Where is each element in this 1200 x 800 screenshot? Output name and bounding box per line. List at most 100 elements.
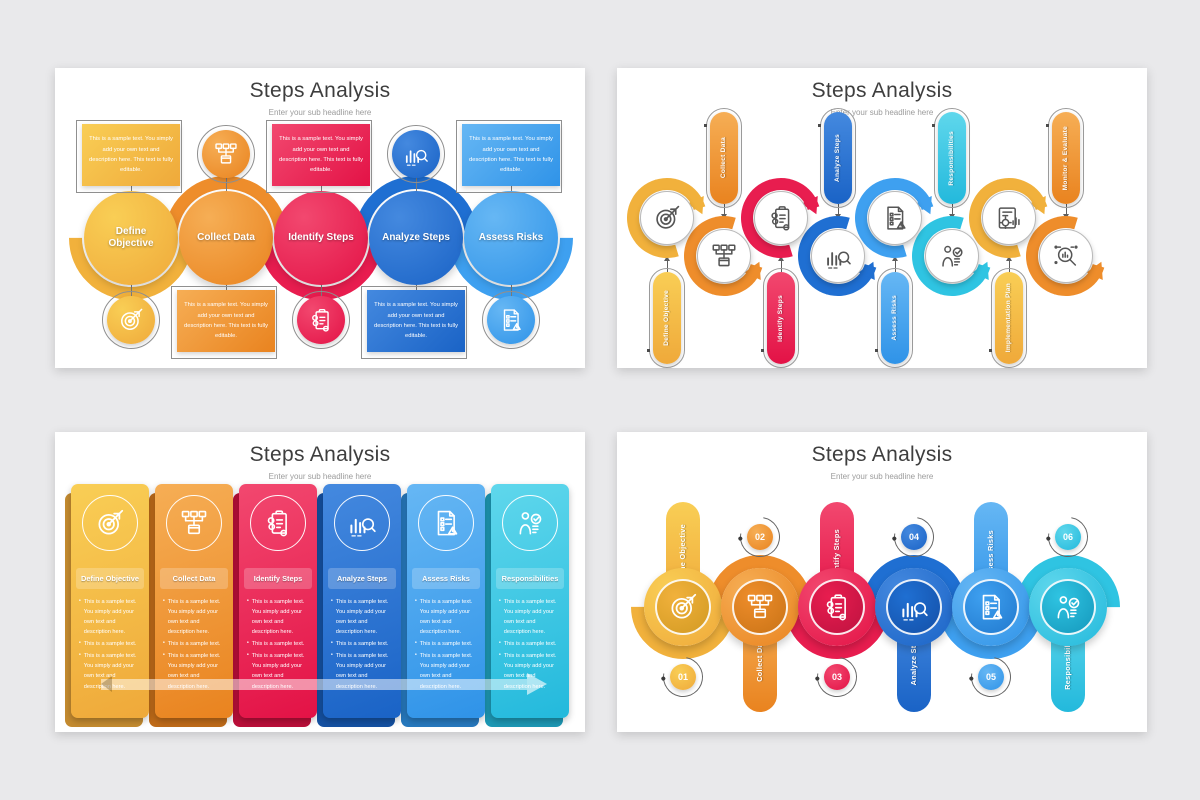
step-number-badge: 02 bbox=[747, 524, 773, 550]
implementation-icon bbox=[982, 191, 1036, 245]
slide-title: Steps Analysis bbox=[249, 79, 391, 102]
slide-title: Steps Analysis bbox=[811, 443, 953, 466]
step-number-badge: 04 bbox=[901, 524, 927, 550]
connector-line bbox=[320, 280, 322, 298]
step-pill: Implementation Plan bbox=[989, 268, 1027, 368]
connector-line bbox=[415, 176, 417, 194]
step-number-badge: 03 bbox=[824, 664, 850, 690]
connector-arrow bbox=[1005, 256, 1012, 261]
analyze-chart-icon bbox=[886, 579, 942, 635]
bullet-item: • This is a sample text. You simply add y… bbox=[247, 598, 305, 636]
data-collection-icon bbox=[197, 125, 255, 183]
step-label: Responsibilities bbox=[947, 130, 955, 186]
card-title-band: Analyze Steps bbox=[328, 568, 396, 589]
bullet-item: • This is a sample text. bbox=[163, 640, 221, 648]
target-icon bbox=[640, 191, 694, 245]
card-title-band: Collect Data bbox=[160, 568, 228, 589]
analyze-chart-icon bbox=[334, 495, 390, 551]
slide-subtitle: Enter your sub headline here bbox=[830, 472, 934, 481]
person-check-icon bbox=[1040, 579, 1096, 635]
flow-arrow-head bbox=[527, 673, 547, 695]
step-pill: Identify Steps bbox=[761, 268, 799, 368]
step-number-badge: 01 bbox=[670, 664, 696, 690]
step-label: Assess Risks bbox=[890, 295, 898, 341]
slide-subtitle: Enter your sub headline here bbox=[268, 108, 372, 117]
step-label: Collect Data bbox=[719, 137, 727, 179]
clipboard-steps-icon bbox=[250, 495, 306, 551]
step-label: Monitor & Evaluate bbox=[1061, 125, 1069, 191]
connector-line bbox=[1008, 260, 1010, 272]
step-number-badge: 05 bbox=[978, 664, 1004, 690]
step-label: Analyze Steps bbox=[382, 231, 450, 243]
connector-line bbox=[415, 280, 417, 294]
connector-line bbox=[225, 176, 227, 194]
step-label: Collect Data bbox=[197, 231, 255, 243]
card-title-band: Assess Risks bbox=[412, 568, 480, 589]
sample-text-box: This is a sample text. You simply add yo… bbox=[456, 120, 562, 193]
target-icon bbox=[82, 495, 138, 551]
clipboard-steps-icon bbox=[754, 191, 808, 245]
connector-line bbox=[1067, 557, 1069, 567]
data-collection-icon bbox=[697, 229, 751, 283]
target-icon bbox=[102, 291, 160, 349]
step-pill: Responsibilities bbox=[932, 108, 970, 208]
connector-line bbox=[225, 280, 227, 294]
slide-circles-timeline[interactable]: Steps Analysis Enter your sub headline h… bbox=[43, 68, 599, 368]
sample-text-box: This is a sample text. You simply add yo… bbox=[76, 120, 182, 193]
connector-arrow bbox=[720, 214, 727, 219]
slide-vertical-cards[interactable]: Steps Analysis Enter your sub headline h… bbox=[55, 432, 585, 732]
connector-line bbox=[130, 280, 132, 298]
step-card: Responsibilities • This is a sample text.… bbox=[485, 484, 569, 727]
card-title-band: Responsibilities bbox=[496, 568, 564, 589]
connector-line bbox=[780, 260, 782, 272]
step-label: Identify Steps bbox=[288, 231, 354, 243]
step-circle: Assess Risks bbox=[464, 191, 558, 285]
bullet-item: • This is a sample text. bbox=[79, 640, 137, 648]
slide-numbered-circles[interactable]: Steps Analysis Enter your sub headline h… bbox=[609, 432, 1147, 732]
flow-arrow bbox=[101, 679, 527, 690]
connector-arrow bbox=[663, 256, 670, 261]
risk-checklist-icon bbox=[482, 291, 540, 349]
step-label: Identify Steps bbox=[776, 294, 784, 342]
bullet-item: • This is a sample text. bbox=[415, 640, 473, 648]
data-collection-icon bbox=[166, 495, 222, 551]
step-pill: Monitor & Evaluate bbox=[1046, 108, 1084, 208]
connector-line bbox=[723, 204, 725, 216]
step-label: Analyze Steps bbox=[833, 134, 841, 182]
risk-checklist-icon bbox=[418, 495, 474, 551]
connector-line bbox=[951, 204, 953, 216]
connector-line bbox=[759, 557, 761, 567]
target-icon bbox=[655, 579, 711, 635]
slide-subtitle: Enter your sub headline here bbox=[830, 108, 934, 117]
step-label: Define Objective bbox=[662, 290, 670, 346]
bullet-item: • This is a sample text. bbox=[499, 640, 557, 648]
slide-circular-arrows[interactable]: Steps Analysis Enter your sub headline h… bbox=[612, 68, 1147, 368]
connector-line bbox=[1065, 204, 1067, 216]
sample-text-box: This is a sample text. You simply add yo… bbox=[361, 286, 467, 359]
connector-line bbox=[836, 648, 838, 658]
analyze-chart-icon bbox=[387, 125, 445, 183]
clipboard-steps-icon bbox=[809, 579, 865, 635]
connector-line bbox=[666, 260, 668, 272]
connector-line bbox=[990, 648, 992, 658]
sample-text-box: This is a sample text. You simply add yo… bbox=[171, 286, 277, 359]
connector-arrow bbox=[834, 214, 841, 219]
slide-title: Steps Analysis bbox=[811, 79, 953, 102]
bullet-item: • This is a sample text. You simply add y… bbox=[415, 598, 473, 636]
risk-checklist-icon bbox=[868, 191, 922, 245]
connector-line bbox=[837, 204, 839, 216]
card-title-band: Define Objective bbox=[76, 568, 144, 589]
step-circle: Collect Data bbox=[179, 191, 273, 285]
flow-arrow-tail bbox=[101, 676, 112, 692]
data-collection-icon bbox=[732, 579, 788, 635]
step-circle: Identify Steps bbox=[274, 191, 368, 285]
monitor-search-icon bbox=[1039, 229, 1093, 283]
step-number-badge: 06 bbox=[1055, 524, 1081, 550]
clipboard-steps-icon bbox=[292, 291, 350, 349]
connector-line bbox=[894, 260, 896, 272]
step-label: Define Objective bbox=[108, 225, 154, 250]
person-check-icon bbox=[925, 229, 979, 283]
connector-line bbox=[913, 557, 915, 567]
bullet-item: • This is a sample text. You simply add y… bbox=[499, 598, 557, 636]
analyze-chart-icon bbox=[811, 229, 865, 283]
